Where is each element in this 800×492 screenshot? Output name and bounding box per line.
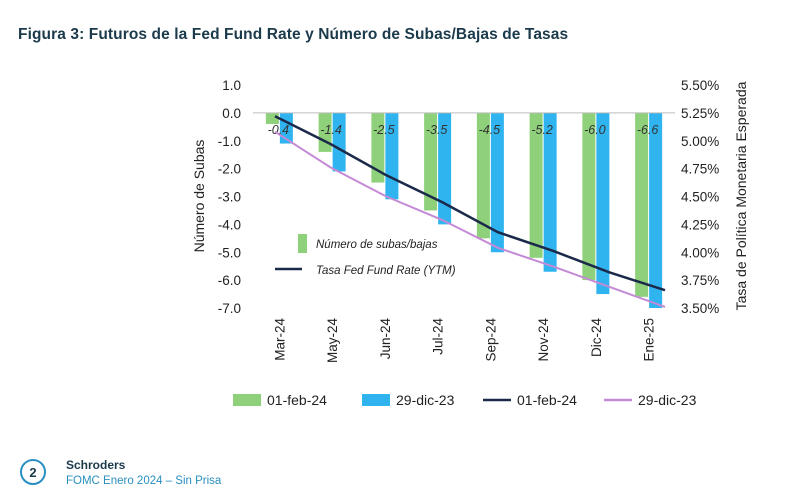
bar-feb-sep-24 [476,112,490,239]
y2-axis-title: Tasa de Política Monetaria Esperada [733,81,749,310]
inner-legend-bar-swatch [298,234,307,253]
y-axis-title: Número de Subas [191,140,207,253]
line-dic [274,130,666,308]
legend-label: 01-feb-24 [517,392,577,408]
y2-tick-label: 5.00% [681,134,719,149]
x-tick-label: Ene-25 [642,318,657,362]
x-tick-label: May-24 [325,318,340,364]
footer-brand: Schroders [66,458,126,472]
footer-subtitle: FOMC Enero 2024 – Sin Prisa [66,475,222,487]
legend-swatch-bar [233,394,261,406]
y-tick-label: -5.0 [218,245,241,260]
data-label: -1.4 [320,123,342,137]
data-label: -3.5 [426,123,448,137]
data-label: -6.0 [584,123,606,137]
y-tick-label: -3.0 [218,190,241,205]
page-number-badge: 2 [20,459,46,485]
y2-tick-label: 4.50% [681,190,719,205]
bar-feb-mar-24 [265,112,279,125]
y-tick-label: -6.0 [218,273,241,288]
y-tick-label: -1.0 [218,134,241,149]
legend-label: 29-dic-23 [396,392,455,408]
bar-dic-jul-24 [438,112,452,225]
bar-feb-jul-24 [424,112,438,211]
inner-legend-line-label: Tasa Fed Fund Rate (YTM) [316,265,456,277]
y-tick-label: -4.0 [218,217,241,232]
y2-tick-label: 3.50% [681,301,719,316]
y2-tick-label: 4.75% [681,162,719,177]
bar-dic-dic-24 [596,112,610,295]
data-label: -5.2 [531,123,553,137]
bar-dic-nov-24 [543,112,557,272]
y2-tick-label: 5.25% [681,106,719,121]
bar-dic-ene-25 [649,112,663,308]
bar-feb-jun-24 [371,112,385,183]
x-tick-label: Mar-24 [272,318,287,361]
x-tick-label: Sep-24 [483,318,498,362]
x-tick-label: Jul-24 [431,318,446,355]
y2-tick-label: 4.00% [681,245,719,260]
x-tick-label: Nov-24 [536,318,551,362]
legend-label: 01-feb-24 [267,392,327,408]
data-label: -4.5 [479,123,501,137]
bar-feb-dic-24 [582,112,596,281]
legend-swatch-bar [362,394,390,406]
figure-title: Figura 3: Futuros de la Fed Fund Rate y … [18,26,569,43]
data-label: -6.6 [637,123,659,137]
line-feb [274,115,666,292]
legend-label: 29-dic-23 [638,392,697,408]
data-label: -0.4 [268,123,290,137]
bar-dic-may-24 [332,112,346,172]
bar-feb-ene-25 [635,112,649,297]
y2-tick-label: 3.75% [681,273,719,288]
x-tick-label: Jun-24 [378,318,393,360]
y2-tick-label: 5.50% [681,78,719,93]
y-tick-label: -7.0 [218,301,241,316]
y-tick-label: 1.0 [222,78,241,93]
inner-legend-bar-label: Número de subas/bajas [316,239,438,251]
bar-feb-nov-24 [529,112,543,258]
y-tick-label: 0.0 [222,106,241,121]
bar-dic-sep-24 [490,112,504,253]
x-tick-label: Dic-24 [589,318,604,358]
y-tick-label: -2.0 [218,162,241,177]
y2-tick-label: 4.25% [681,217,719,232]
data-label: -2.5 [373,123,395,137]
